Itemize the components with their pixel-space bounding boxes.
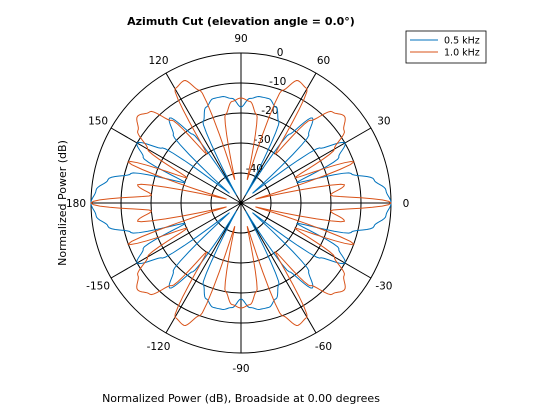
grid-spoke bbox=[240, 72, 317, 204]
grid-spoke bbox=[165, 72, 242, 204]
angle-tick-label: 90 bbox=[234, 33, 247, 45]
angle-tick-label: -150 bbox=[86, 281, 110, 293]
legend-entry: 1.0 kHz bbox=[444, 48, 480, 59]
angle-tick-label: 30 bbox=[377, 116, 390, 128]
polar-grid bbox=[90, 52, 392, 354]
legend-entry: 0.5 kHz bbox=[444, 36, 480, 47]
radial-tick-label: -10 bbox=[269, 76, 286, 88]
angle-tick-labels: 0 30 60 90 120 150 180 -150 -120 -90 -60 -30 bbox=[66, 33, 409, 375]
chart-title: Azimuth Cut (elevation angle = 0.0°) bbox=[127, 15, 355, 28]
grid-spoke bbox=[240, 127, 372, 204]
legend-box bbox=[405, 30, 487, 64]
x-axis-label: Normalized Power (dB), Broadside at 0.00… bbox=[102, 392, 380, 405]
y-axis-label: Normalized Power (dB) bbox=[56, 140, 69, 266]
angle-tick-label: -120 bbox=[147, 341, 171, 353]
grid-spoke bbox=[240, 202, 372, 279]
radial-tick-label: -30 bbox=[254, 134, 271, 146]
series-line-2 bbox=[90, 80, 392, 326]
angle-tick-label: 180 bbox=[66, 198, 86, 210]
angle-tick-label: 0 bbox=[403, 198, 410, 210]
angle-tick-label: 120 bbox=[148, 55, 168, 67]
angle-tick-label: 150 bbox=[88, 116, 108, 128]
angle-tick-label: -60 bbox=[315, 341, 332, 353]
angle-tick-label: -90 bbox=[232, 363, 249, 375]
grid-spoke bbox=[110, 202, 242, 279]
grid-spoke bbox=[110, 127, 242, 204]
angle-tick-label: -30 bbox=[375, 281, 392, 293]
series-group bbox=[90, 80, 392, 326]
radial-tick-label: 0 bbox=[277, 47, 284, 59]
grid-spoke bbox=[240, 202, 317, 334]
grid-spoke bbox=[165, 202, 242, 334]
angle-tick-label: 60 bbox=[317, 55, 330, 67]
radial-tick-label: -20 bbox=[261, 105, 278, 117]
